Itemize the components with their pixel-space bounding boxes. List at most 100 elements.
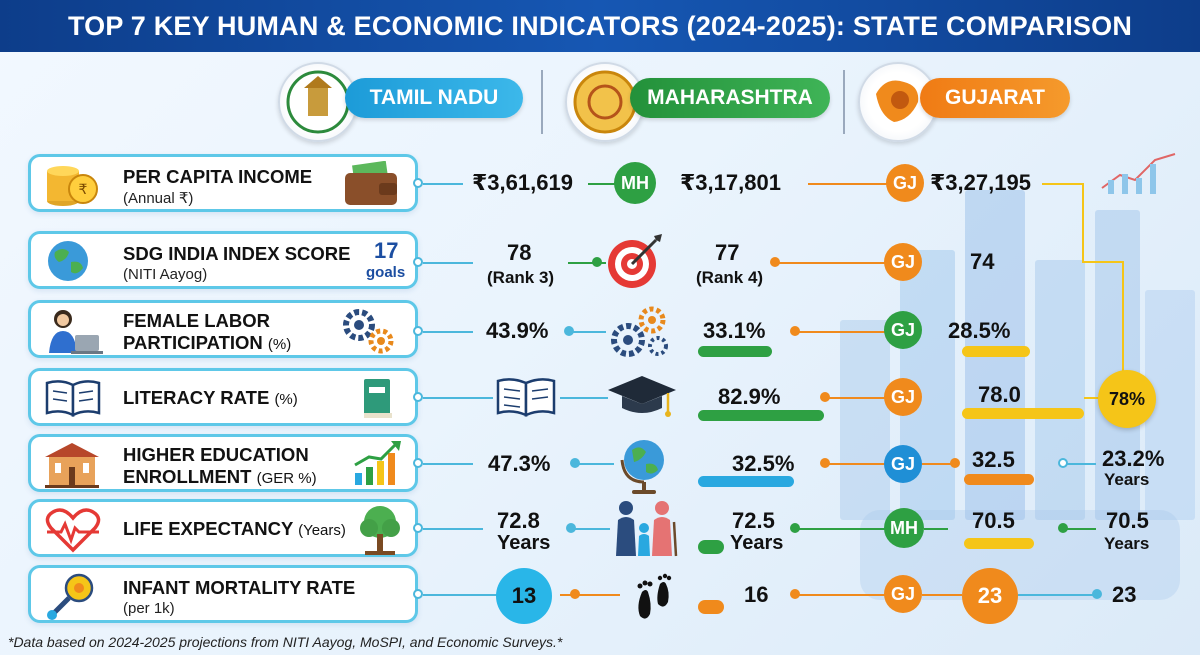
open-book-icon: [45, 380, 101, 418]
state-pill-tamil-nadu: TAMIL NADU: [345, 78, 523, 118]
mh-female-labor: 33.1%: [703, 318, 766, 343]
tn-infant-mortality: 13: [496, 568, 552, 624]
tn-per-capita-income: ₹3,61,619: [472, 170, 573, 195]
connector-line: [796, 594, 886, 596]
connector-dot: [413, 589, 423, 599]
connector-line: [423, 463, 473, 465]
connector-dot: [1092, 589, 1102, 599]
connector-line: [808, 183, 888, 185]
gj-per-capita-income: ₹3,27,195: [930, 170, 1031, 195]
connector-dot: [820, 392, 830, 402]
connector-dot: [1058, 523, 1068, 533]
indicator-card-per-capita-income: ₹ PER CAPITA INCOME (Annual ₹): [28, 154, 418, 212]
mh-life-expectancy-bar: [698, 540, 724, 554]
gj-sdg-score: 74: [970, 249, 995, 274]
indicator-label: HIGHER EDUCATION: [123, 444, 309, 465]
graduation-cap-icon: [608, 376, 676, 417]
connector-line: [1082, 183, 1084, 261]
connector-line: [1062, 528, 1096, 530]
connector-dot: [413, 178, 423, 188]
state-badge: GJ: [886, 164, 924, 202]
gj-life-expectancy-bar: [964, 538, 1034, 549]
mh-higher-education-bar: [698, 476, 794, 487]
connector-line: [574, 463, 614, 465]
mh-sdg-score: 77: [715, 240, 740, 265]
gj-infant-mortality: 23: [962, 568, 1018, 624]
wallet-icon: [345, 161, 397, 205]
indicator-card-literacy-rate: LITERACY RATE (%): [28, 368, 418, 426]
globe-icon: [48, 241, 88, 281]
gj-higher-education-bar: [964, 474, 1034, 485]
connector-dot: [790, 589, 800, 599]
indicator-subtitle: (per 1k): [123, 600, 175, 617]
tn-female-labor: 43.9%: [486, 318, 549, 343]
indicator-subtitle: (NITI Aayog): [123, 266, 208, 283]
indicator-card-life-expectancy: LIFE EXPECTANCY (Years): [28, 499, 418, 557]
sdg-goals-number: 17: [374, 238, 399, 263]
mh-life-expectancy-unit: Years: [730, 532, 784, 554]
footnote: *Data based on 2024-2025 projections fro…: [8, 634, 563, 650]
tn-sdg-score: 78: [507, 240, 532, 265]
indicator-label: INFANT MORTALITY RATE: [123, 577, 356, 598]
svg-text:₹: ₹: [79, 182, 88, 198]
connector-line: [423, 262, 473, 264]
state-badge: MH: [614, 162, 656, 204]
title-bar: TOP 7 KEY HUMAN & ECONOMIC INDICATORS (2…: [0, 0, 1200, 52]
gj-female-labor-bar: [962, 346, 1030, 357]
connector-dot: [950, 458, 960, 468]
mh-literacy-bar: [698, 410, 824, 421]
open-book-icon: [496, 378, 556, 417]
connector-dot: [570, 458, 580, 468]
state-badge: GJ: [884, 575, 922, 613]
heartbeat-icon: [45, 508, 101, 553]
connector-line: [1062, 463, 1096, 465]
tree-icon: [360, 506, 400, 555]
connector-dot: [790, 326, 800, 336]
indicator-card-infant-mortality: INFANT MORTALITY RATE (per 1k): [28, 565, 418, 623]
indicator-label: LIFE EXPECTANCY (Years): [123, 518, 346, 540]
connector-line: [1018, 594, 1098, 596]
connector-line: [423, 397, 493, 399]
sdg-goals-label: goals: [366, 264, 406, 281]
connector-dot: [413, 257, 423, 267]
connector-dot: [413, 326, 423, 336]
gj-higher-education: 32.5: [972, 447, 1015, 472]
school-building-icon: [45, 443, 99, 488]
extra-higher-education-unit: Years: [1104, 470, 1150, 489]
connector-dot: [770, 257, 780, 267]
gears-icon: [343, 309, 394, 354]
gj-female-labor: 28.5%: [948, 318, 1011, 343]
connector-line: [922, 594, 962, 596]
connector-dot: [564, 326, 574, 336]
connector-line: [560, 594, 620, 596]
gujarat-map-lion-icon: [858, 62, 938, 142]
mh-sdg-rank: (Rank 4): [696, 268, 764, 287]
gj-life-expectancy: 70.5: [972, 508, 1015, 533]
indicator-card-higher-education: HIGHER EDUCATION ENROLLMENT (GER %): [28, 434, 418, 492]
connector-dot: [790, 523, 800, 533]
connector-line: [924, 528, 948, 530]
connector-dot: [592, 257, 602, 267]
state-badge: MH: [884, 508, 924, 548]
desk-globe-icon: [620, 440, 664, 494]
indicator-label: PARTICIPATION (%): [123, 332, 292, 354]
connector-line: [423, 183, 463, 185]
connector-line: [1042, 183, 1084, 185]
mh-life-expectancy: 72.5: [732, 508, 775, 533]
extra-life-expectancy: 70.5: [1106, 508, 1149, 533]
woman-laptop-icon: [49, 310, 103, 354]
mh-infant-mortality: 16: [744, 582, 769, 607]
mh-female-labor-bar: [698, 346, 772, 357]
gj-literacy-bar: [962, 408, 1084, 419]
connector-line: [922, 463, 956, 465]
connector-line: [796, 528, 886, 530]
connector-line: [423, 594, 499, 596]
connector-line: [570, 528, 610, 530]
indicator-card-sdg-index: SDG INDIA INDEX SCORE (NITI Aayog) 17 go…: [28, 231, 418, 289]
coins-icon: ₹: [47, 166, 98, 206]
state-badge: GJ: [884, 378, 922, 416]
indicator-label: FEMALE LABOR: [123, 310, 270, 331]
connector-line: [568, 262, 606, 264]
connector-line: [1084, 397, 1100, 399]
target-icon: [608, 234, 662, 288]
